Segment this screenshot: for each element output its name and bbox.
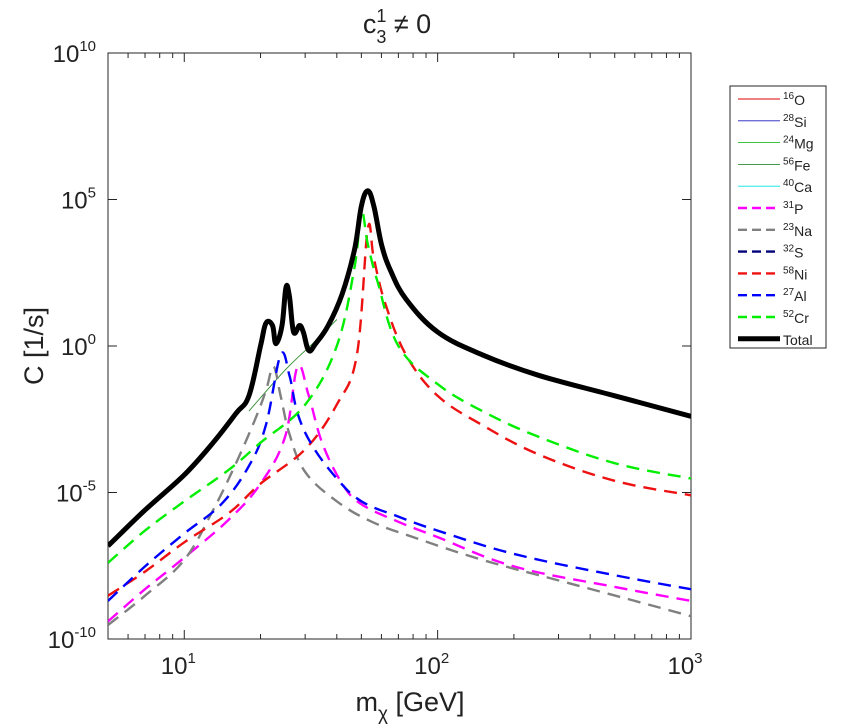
x-tick-exp: 2	[441, 650, 449, 667]
y-tick-label: 100	[61, 331, 96, 361]
legend-element: Fe	[794, 157, 811, 173]
y-tick-exp: 5	[88, 185, 96, 202]
chart-title-base: c	[363, 9, 377, 39]
legend-label-ca: 40Ca	[783, 178, 812, 195]
series-line-p	[108, 363, 691, 623]
y-tick-base: 10	[56, 481, 83, 508]
legend-label-fe: 56Fe	[783, 156, 811, 173]
y-tick-label: 1010	[53, 38, 96, 68]
legend-isotope: 16	[783, 91, 795, 102]
legend: 16O28Si24Mg56Fe40Ca31P23Na32S58Ni27Al52C…	[729, 85, 827, 349]
x-tick-base: 10	[161, 653, 188, 680]
series-layer	[108, 188, 691, 626]
legend-isotope: 27	[783, 287, 795, 298]
x-axis-label-base: m	[355, 687, 378, 717]
y-tick-base: 10	[61, 334, 88, 361]
legend-element: Ni	[794, 266, 807, 282]
legend-isotope: 52	[783, 309, 795, 320]
legend-isotope: 40	[783, 178, 795, 189]
legend-element: O	[794, 92, 805, 108]
y-tick-base: 10	[53, 41, 80, 68]
x-tick-base: 10	[667, 653, 694, 680]
x-axis-label-sub: χ	[378, 704, 388, 725]
x-axis-label: mχ [GeV]	[355, 687, 464, 725]
legend-label-cr: 52Cr	[783, 309, 809, 326]
legend-label-si: 28Si	[783, 113, 807, 130]
series-line-al	[108, 351, 691, 602]
y-axis-label: C [1/s]	[19, 307, 49, 385]
legend-element: Al	[794, 288, 806, 304]
legend-element: Cr	[794, 310, 809, 326]
chart-title-rest: ≠ 0	[386, 9, 431, 39]
legend-label-mg: 24Mg	[783, 135, 814, 152]
x-tick-label: 102	[414, 650, 449, 680]
x-tick-base: 10	[414, 653, 441, 680]
chart-title-sup: 1	[376, 6, 386, 26]
legend-label-total: Total	[783, 332, 813, 348]
legend-isotope: 56	[783, 156, 795, 167]
legend-element: P	[794, 201, 803, 217]
legend-isotope: 32	[783, 244, 795, 255]
x-tick-label: 101	[161, 650, 196, 680]
chart-title: c1 3 ≠ 0	[363, 6, 431, 47]
legend-isotope: 23	[783, 222, 795, 233]
legend-label-ni: 58Ni	[783, 265, 807, 282]
legend-isotope: 28	[783, 113, 795, 124]
y-tick-exp: 10	[79, 38, 96, 55]
x-tick-exp: 1	[187, 650, 195, 667]
x-axis-label-rest: [GeV]	[388, 687, 465, 717]
chart-title-sub: 3	[376, 27, 386, 47]
y-tick-label: 105	[61, 185, 96, 215]
legend-label-al: 27Al	[783, 287, 807, 304]
y-tick-base: 10	[61, 188, 88, 215]
legend-box	[729, 85, 827, 349]
legend-element: Na	[794, 223, 812, 239]
legend-element: Mg	[794, 136, 813, 152]
y-tick-exp: 0	[88, 331, 96, 348]
y-tick-label: 10-10	[48, 624, 96, 654]
y-tick-label: 10-5	[56, 478, 96, 508]
y-tick-exp: -10	[74, 624, 96, 641]
legend-isotope: 24	[783, 135, 795, 146]
legend-label-na: 23Na	[783, 222, 812, 239]
legend-isotope: 31	[783, 200, 795, 211]
x-tick-label: 103	[667, 650, 702, 680]
series-line-total	[108, 188, 691, 548]
legend-label-p: 31P	[783, 200, 803, 217]
x-tick-exp: 3	[694, 650, 702, 667]
legend-element: Ca	[794, 179, 812, 195]
legend-label-o: 16O	[783, 91, 805, 108]
y-tick-base: 10	[48, 627, 75, 654]
legend-element: S	[794, 245, 803, 261]
legend-element: Si	[794, 114, 806, 130]
legend-isotope: 58	[783, 265, 795, 276]
legend-label-s: 32S	[783, 244, 803, 261]
series-line-ni	[108, 222, 691, 597]
y-tick-exp: -5	[83, 478, 96, 495]
